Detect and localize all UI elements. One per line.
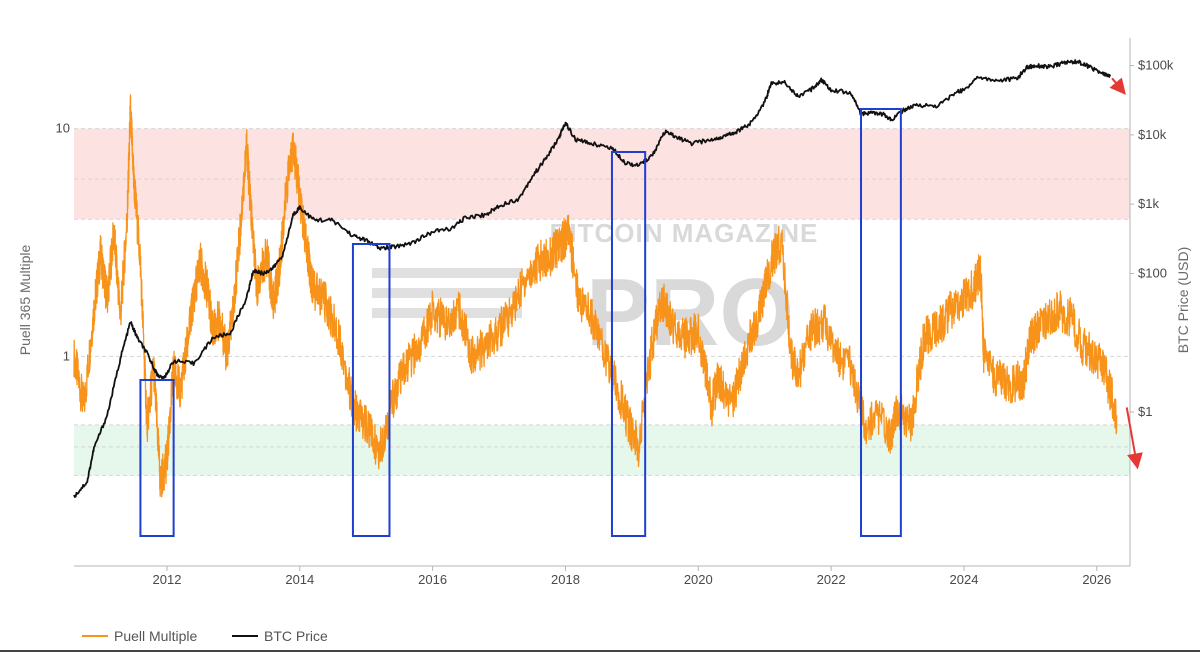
x-tick-label: 2020 xyxy=(684,572,713,587)
series-line-btc-price xyxy=(73,59,1111,498)
x-tick-label: 2024 xyxy=(950,572,979,587)
highlight-box xyxy=(139,379,175,537)
right-tick-label: $100k xyxy=(1138,58,1174,73)
x-tick-label: 2012 xyxy=(153,572,182,587)
highlight-box xyxy=(610,151,647,537)
left-axis-title: Puell 365 Multiple xyxy=(17,245,33,356)
band-undervalued xyxy=(74,424,1130,476)
legend-label-puell: Puell Multiple xyxy=(114,628,197,644)
price-down-arrow xyxy=(1109,77,1126,95)
x-tick-label: 2014 xyxy=(285,572,314,587)
legend-label-btc: BTC Price xyxy=(264,628,328,644)
x-tick-label: 2022 xyxy=(817,572,846,587)
right-tick-label: $1 xyxy=(1138,404,1152,419)
x-tick-label: 2026 xyxy=(1082,572,1111,587)
band-overheated xyxy=(74,128,1130,220)
left-tick-label: 10 xyxy=(56,121,70,136)
highlight-box xyxy=(351,243,391,537)
right-tick-label: $100 xyxy=(1138,265,1167,280)
x-tick-label: 2018 xyxy=(551,572,580,587)
puell-down-arrow xyxy=(1125,407,1143,470)
right-tick-label: $10k xyxy=(1138,127,1167,142)
highlight-box xyxy=(860,108,902,537)
x-tick-label: 2016 xyxy=(418,572,447,587)
right-tick-label: $1k xyxy=(1138,196,1159,211)
legend: Puell Multiple BTC Price xyxy=(82,628,328,644)
series-line-puell-multiple xyxy=(73,94,1118,498)
right-axis-title: BTC Price (USD) xyxy=(1175,247,1191,354)
left-tick-label: 1 xyxy=(63,348,70,363)
